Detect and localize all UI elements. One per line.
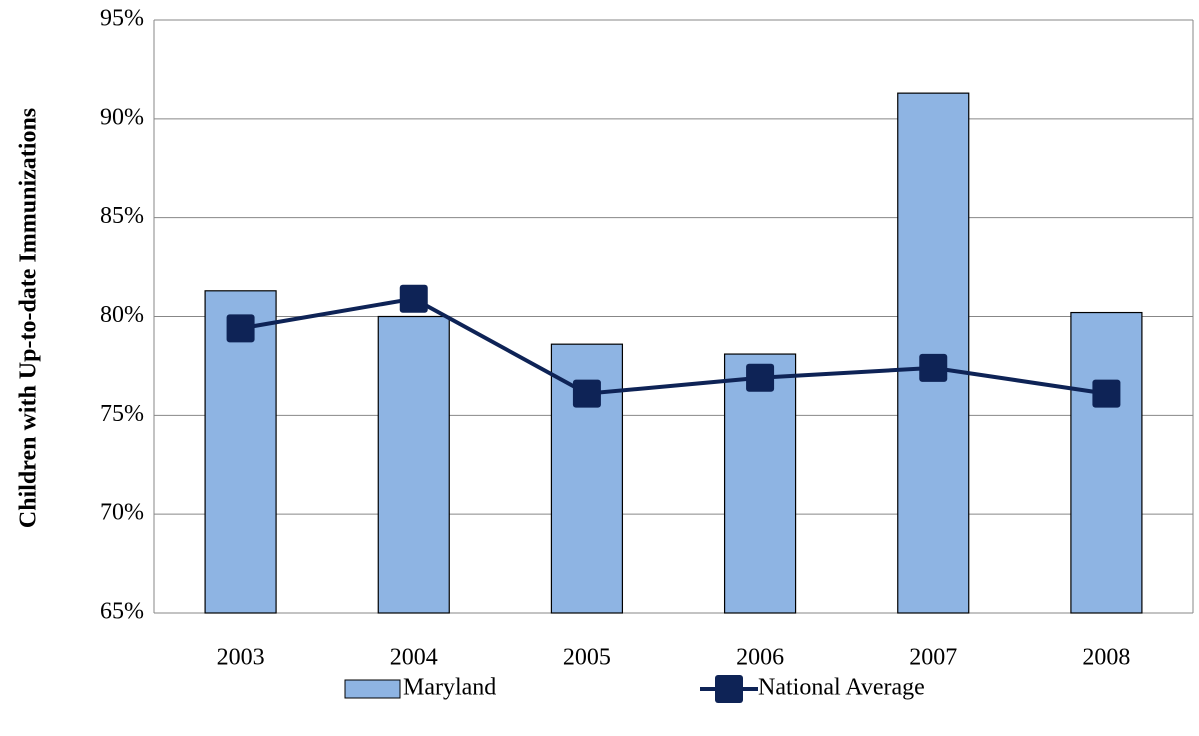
y-tick-label: 80% [100,302,144,328]
legend-label: National Average [758,675,925,701]
bar [1070,311,1143,614]
x-tick-label: 2006 [736,645,784,671]
marker [919,353,948,382]
y-tick-label: 65% [100,599,144,625]
x-tick-label: 2008 [1082,645,1130,671]
bar [204,290,277,614]
bar [723,353,797,614]
bar [377,315,450,614]
y-tick-label: 85% [100,203,144,229]
legend-label: Maryland [403,675,496,701]
y-axis-label: Children with Up-to-date Immunizations [16,108,42,528]
y-tick-label: 70% [100,500,144,526]
line [240,296,1107,396]
marker [572,379,601,408]
x-tick-label: 2003 [217,645,265,671]
marker [226,314,255,343]
y-tick-label: 75% [100,401,144,427]
y-tick-label: 95% [100,6,144,32]
marker [399,284,428,313]
x-tick-label: 2004 [390,645,438,671]
legend-marker [715,675,743,703]
x-tick-label: 2007 [909,645,957,671]
bar [897,92,970,614]
x-tick-label: 2005 [563,645,611,671]
legend-swatch [344,679,401,699]
y-tick-label: 90% [100,104,144,130]
marker [746,363,775,392]
marker [1092,379,1121,408]
